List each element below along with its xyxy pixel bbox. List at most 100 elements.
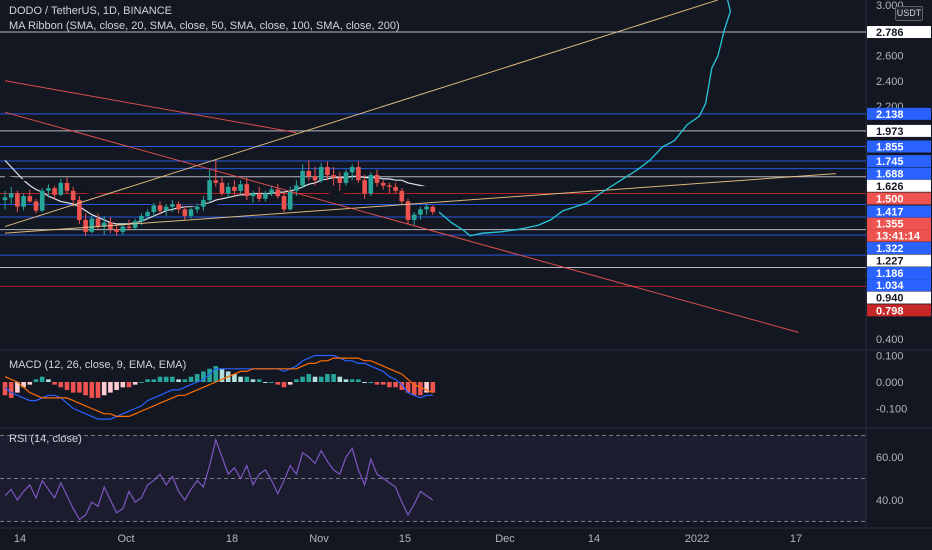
macd-histogram-bar bbox=[27, 382, 33, 385]
price-levels-layer bbox=[0, 31, 866, 287]
candle-body bbox=[331, 174, 336, 178]
price-label-text: 2.786 bbox=[876, 27, 904, 39]
price-label-text: 0.798 bbox=[876, 305, 904, 317]
macd-histogram-bar bbox=[101, 382, 107, 396]
price-label-box bbox=[867, 267, 931, 280]
price-label-box bbox=[867, 179, 931, 192]
macd-layer bbox=[2, 354, 436, 420]
macd-axis-tick: 0.000 bbox=[876, 377, 904, 389]
price-label-text: 1.626 bbox=[876, 181, 904, 193]
candle-body bbox=[83, 219, 88, 232]
macd-histogram-bar bbox=[325, 374, 330, 382]
candle-body bbox=[380, 182, 386, 186]
candle-body bbox=[151, 205, 157, 212]
macd-histogram-bar bbox=[163, 376, 169, 382]
candle-body bbox=[132, 221, 138, 228]
macd-histogram-bar bbox=[287, 382, 293, 385]
macd-histogram-bar bbox=[39, 376, 45, 382]
candle-body bbox=[287, 190, 293, 210]
macd-histogram-bar bbox=[89, 382, 95, 398]
time-axis-label: 14 bbox=[14, 533, 26, 545]
candle-body bbox=[325, 167, 330, 175]
candle-body bbox=[21, 196, 26, 207]
price-axis-tick: 2.400 bbox=[876, 76, 904, 88]
price-label-text: 1.417 bbox=[876, 206, 904, 218]
candle-body bbox=[139, 215, 144, 222]
macd-histogram-bar bbox=[250, 379, 256, 382]
macd-histogram-bar bbox=[176, 379, 181, 382]
candle-body bbox=[418, 209, 423, 215]
macd-histogram-bar bbox=[256, 379, 262, 382]
macd-histogram-bar bbox=[380, 382, 386, 385]
macd-histogram-bar bbox=[300, 376, 305, 382]
candle-body bbox=[232, 186, 237, 191]
candle-body bbox=[256, 193, 262, 199]
macd-axis-tick: -0.100 bbox=[876, 404, 907, 416]
price-label-box bbox=[867, 304, 931, 317]
price-label-text: 1.500 bbox=[876, 193, 904, 205]
time-axis-label: 15 bbox=[399, 533, 411, 545]
price-label-text: 1.322 bbox=[876, 243, 904, 255]
candle-body bbox=[194, 206, 200, 210]
macd-histogram-bar bbox=[238, 376, 243, 382]
macd-histogram-bar bbox=[139, 382, 144, 383]
price-label-box bbox=[867, 107, 931, 120]
resistance-trendline bbox=[4, 80, 297, 134]
candle-body bbox=[126, 226, 132, 228]
price-label-box bbox=[867, 279, 931, 292]
price-label-text: 13:41:14 bbox=[876, 231, 921, 243]
macd-histogram-bar bbox=[356, 379, 361, 382]
candle-body bbox=[207, 180, 212, 201]
candle-body bbox=[157, 205, 163, 211]
candle-body bbox=[170, 204, 175, 207]
separators-layer bbox=[0, 0, 932, 529]
axis-layer: 3.0002.6002.4002.2000.6000.4000.1000.000… bbox=[14, 0, 931, 545]
macd-histogram-bar bbox=[145, 379, 150, 382]
candle-body bbox=[201, 200, 206, 207]
macd-histogram-bar bbox=[343, 379, 349, 382]
candle-body bbox=[89, 218, 95, 232]
macd-histogram-bar bbox=[294, 379, 299, 382]
time-axis-label: 17 bbox=[790, 533, 802, 545]
price-label-box bbox=[867, 217, 931, 230]
price-ma-layer bbox=[4, 159, 433, 225]
price-label-text: 1.973 bbox=[876, 126, 904, 138]
macd-histogram-bar bbox=[411, 382, 417, 396]
candle-body bbox=[275, 189, 281, 197]
candle-body bbox=[343, 172, 349, 183]
macd-histogram-bar bbox=[418, 382, 423, 396]
macd-histogram-bar bbox=[275, 382, 281, 385]
time-axis-label: Oct bbox=[117, 533, 134, 545]
candle-body bbox=[300, 170, 305, 186]
candle-body bbox=[281, 196, 287, 210]
candle-body bbox=[424, 206, 429, 210]
candle-body bbox=[318, 167, 324, 181]
price-label-text: 1.745 bbox=[876, 156, 904, 168]
candles-layer bbox=[2, 159, 436, 236]
time-axis-label: 2022 bbox=[685, 533, 709, 545]
macd-histogram-bar bbox=[70, 382, 76, 393]
macd-histogram-bar bbox=[331, 374, 336, 382]
macd-histogram-bar bbox=[8, 382, 14, 398]
resistance-trendline bbox=[4, 111, 799, 333]
symbol-title: DODO / TetherUS, 1D, BINANCE bbox=[9, 5, 173, 17]
macd-histogram-bar bbox=[33, 379, 39, 382]
candle-body bbox=[95, 218, 101, 227]
currency-badge[interactable]: USDT bbox=[895, 6, 923, 21]
macd-histogram-bar bbox=[213, 366, 219, 382]
candle-body bbox=[182, 209, 188, 216]
macd-histogram-bar bbox=[126, 382, 132, 388]
price-label-box bbox=[867, 242, 931, 255]
candle-body bbox=[387, 185, 392, 187]
candle-body bbox=[312, 176, 318, 181]
macd-histogram-bar bbox=[362, 382, 367, 383]
macd-histogram-bar bbox=[424, 382, 429, 393]
price-label-box bbox=[867, 291, 931, 304]
candle-body bbox=[430, 206, 436, 212]
macd-histogram-bar bbox=[120, 382, 126, 388]
macd-histogram-bar bbox=[194, 374, 200, 382]
macd-histogram-bar bbox=[151, 379, 157, 382]
candle-body bbox=[64, 182, 70, 191]
macd-label: MACD (12, 26, close, 9, EMA, EMA) bbox=[9, 359, 187, 371]
